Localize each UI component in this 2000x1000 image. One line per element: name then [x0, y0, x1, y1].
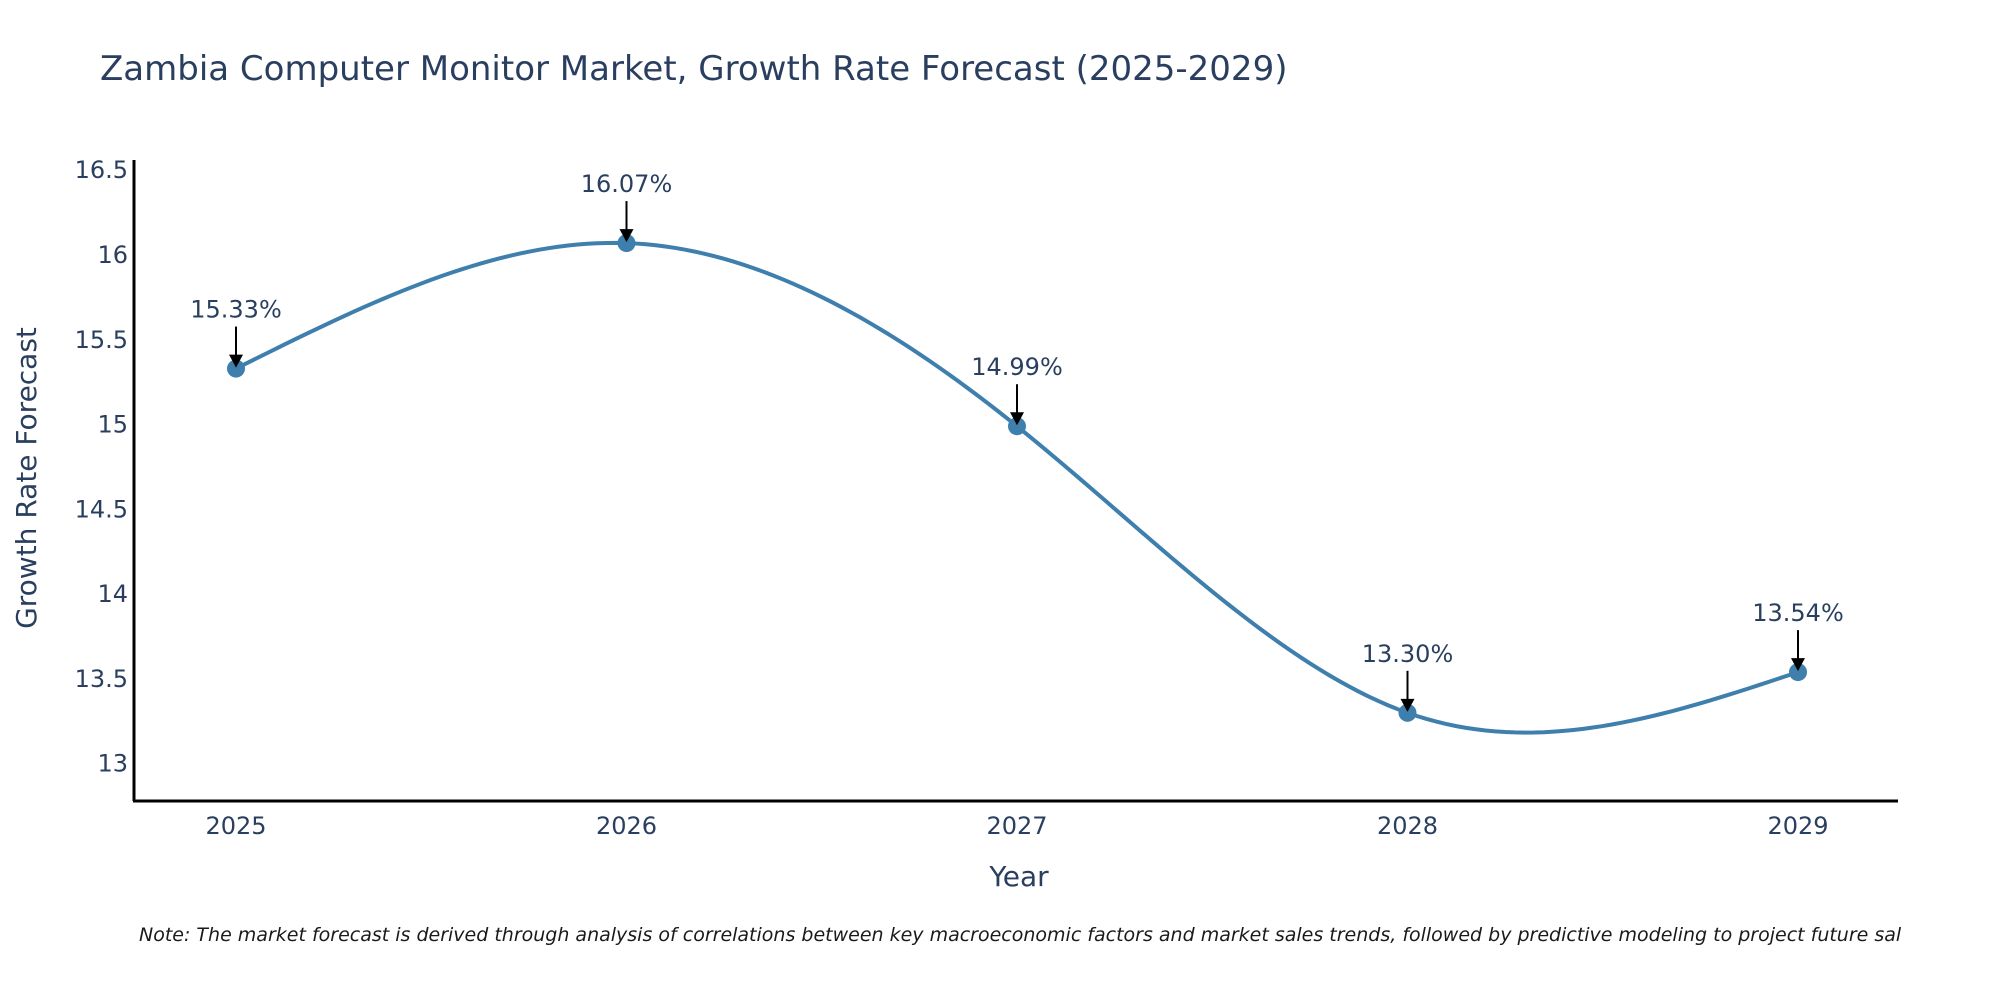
data-point [227, 359, 245, 378]
footnote: Note: The market forecast is derived thr… [139, 924, 1902, 946]
data-label: 16.07% [581, 170, 673, 198]
x-tick-label: 2027 [986, 812, 1047, 840]
x-tick-label: 2025 [205, 812, 266, 840]
y-tick-label: 16.5 [75, 156, 128, 184]
y-axis-ticks: 13 13.5 14 14.5 15 15.5 16 16.5 [75, 156, 128, 778]
y-axis-title: Growth Rate Forecast [10, 327, 43, 629]
data-label: 13.54% [1752, 599, 1844, 627]
x-axis-ticks: 2025 2026 2027 2028 2029 [205, 812, 1828, 840]
annotation-arrowhead [229, 354, 243, 368]
annotation-arrowhead [619, 229, 634, 243]
x-tick-label: 2028 [1377, 812, 1438, 840]
data-points [227, 234, 1807, 722]
y-tick-label: 13.5 [75, 665, 128, 693]
data-point [617, 234, 636, 253]
data-label: 13.30% [1362, 640, 1454, 668]
y-tick-label: 15 [97, 411, 128, 439]
y-tick-label: 15.5 [75, 326, 128, 354]
series-line [235, 240, 1799, 735]
data-annotations: 15.33% 16.07% 14.99% 13.30% 13.54% [190, 170, 1844, 712]
data-label: 15.33% [190, 296, 282, 324]
data-point [1008, 417, 1026, 436]
y-tick-label: 14.5 [75, 495, 128, 523]
chart-title: Zambia Computer Monitor Market, Growth R… [100, 49, 1287, 89]
annotation-arrowhead [1400, 698, 1415, 712]
x-axis-title: Year [988, 860, 1049, 893]
y-tick-label: 13 [97, 750, 128, 778]
annotation-arrowhead [1010, 412, 1024, 426]
annotation-arrowhead [1791, 658, 1805, 672]
data-label: 14.99% [971, 353, 1063, 381]
x-tick-label: 2029 [1767, 812, 1828, 840]
data-point [1789, 663, 1807, 682]
data-point [1398, 703, 1417, 722]
y-tick-label: 14 [97, 580, 128, 608]
y-tick-label: 16 [97, 241, 128, 269]
x-tick-label: 2026 [596, 812, 657, 840]
